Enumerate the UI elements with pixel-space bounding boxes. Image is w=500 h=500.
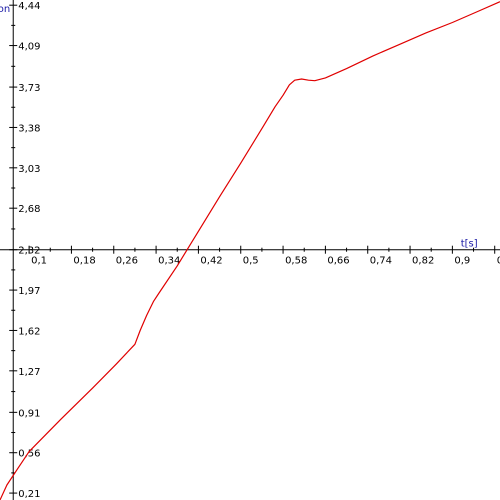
y-tick-label: 3,73 <box>18 83 40 94</box>
x-axis-title: t[s] <box>461 239 478 250</box>
x-tick-label: 0,34 <box>158 256 180 267</box>
y-tick-label: 1,62 <box>18 326 40 337</box>
y-tick-label: 3,38 <box>18 123 40 134</box>
x-tick-label: 0,66 <box>327 256 349 267</box>
y-tick-label: 4,44 <box>18 1 40 12</box>
y-tick-label: 4,09 <box>18 42 40 53</box>
y-axis-title: Position <box>0 4 10 15</box>
y-tick-label: 3,03 <box>18 164 40 175</box>
x-tick-label: 0,18 <box>73 256 95 267</box>
x-tick-label: 0,42 <box>200 256 222 267</box>
x-tick-label: 0,98 <box>497 256 500 267</box>
y-tick-label: 1,27 <box>18 367 40 378</box>
y-tick-label: 1,97 <box>18 286 40 297</box>
y-ticks: 4,44 4,09 3,73 3,38 3,03 2,68 2,32 1,97 1,62 1,27… <box>9 1 40 500</box>
y-tick-label: 0,91 <box>18 408 40 419</box>
y-tick-label: 2,68 <box>18 204 40 215</box>
y-tick-label: 0,56 <box>18 449 40 460</box>
x-tick-label: 0,1 <box>31 256 47 267</box>
x-tick-label: 0,26 <box>116 256 138 267</box>
x-tick-label: 0,74 <box>370 256 392 267</box>
x-tick-label: 0,82 <box>412 256 434 267</box>
x-tick-label: 0,9 <box>454 256 470 267</box>
x-tick-label: 0,5 <box>243 256 259 267</box>
y-tick-label: 0,21 <box>18 489 40 500</box>
x-tick-label: 0,58 <box>285 256 307 267</box>
x-ticks: 0,1 0,18 0,26 0,34 0,42 0,5 0,58 0,66 0,74 0,82 0,… <box>28 245 500 267</box>
y-tick-label: 2,32 <box>18 246 40 257</box>
